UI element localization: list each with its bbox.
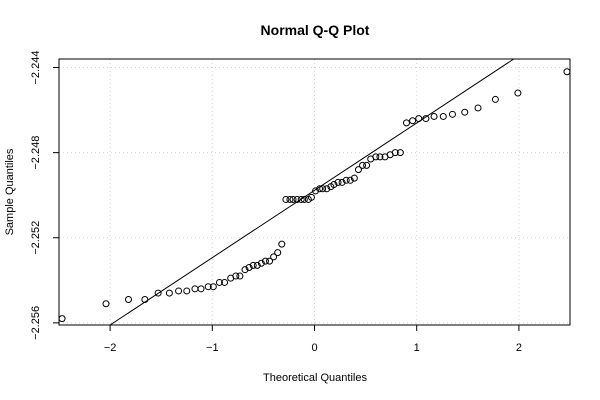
data-point — [124, 295, 132, 303]
data-point — [278, 240, 286, 248]
data-point — [141, 295, 149, 303]
data-point — [197, 285, 205, 293]
data-point — [274, 249, 282, 257]
x-tick-label: 1 — [414, 342, 420, 354]
data-point — [297, 195, 305, 203]
data-point — [241, 266, 249, 274]
data-point — [563, 68, 571, 76]
data-point — [165, 289, 173, 297]
data-point — [289, 195, 297, 203]
data-point — [396, 149, 404, 157]
data-point — [221, 278, 229, 286]
data-point — [261, 257, 269, 265]
grid-lines — [59, 59, 570, 325]
data-point — [286, 195, 294, 203]
chart-title: Normal Q-Q Plot — [261, 22, 370, 38]
data-point — [415, 115, 423, 123]
data-point — [204, 283, 212, 291]
data-point — [249, 261, 257, 269]
data-point — [236, 272, 244, 280]
data-point — [215, 278, 223, 286]
data-point — [461, 108, 469, 116]
data-point — [300, 195, 308, 203]
data-point — [338, 178, 346, 186]
data-point — [293, 195, 301, 203]
data-points — [58, 68, 571, 323]
data-point — [266, 257, 274, 265]
data-point — [257, 259, 265, 267]
x-tick-label: −2 — [104, 342, 117, 354]
data-point — [154, 289, 162, 297]
data-point — [448, 110, 456, 118]
data-point — [350, 174, 358, 182]
data-point — [312, 187, 320, 195]
data-point — [58, 315, 66, 323]
data-point — [282, 195, 290, 203]
data-point — [391, 149, 399, 157]
x-axis-label: Theoretical Quantiles — [263, 372, 367, 384]
reference-line — [109, 58, 515, 326]
data-point — [191, 285, 199, 293]
data-point — [316, 185, 324, 193]
data-point — [307, 193, 315, 201]
data-point — [474, 104, 482, 112]
data-point — [359, 161, 367, 169]
data-point — [245, 264, 253, 272]
x-tick-label: 2 — [516, 342, 522, 354]
data-point — [422, 115, 430, 123]
data-point — [491, 95, 499, 103]
data-point — [253, 261, 261, 269]
y-axis-label: Sample Quantiles — [4, 148, 16, 235]
data-point — [334, 178, 342, 186]
data-point — [363, 161, 371, 169]
y-tick-label: −2.256 — [30, 306, 42, 340]
y-tick-label: −2.248 — [30, 136, 42, 170]
y-axis: −2.256 −2.252 −2.248 −2.244 — [30, 51, 60, 340]
data-point — [354, 166, 362, 174]
data-point — [409, 117, 417, 125]
x-axis: −2 −1 0 1 2 — [104, 324, 522, 354]
data-point — [430, 112, 438, 120]
data-point — [346, 176, 354, 184]
data-point — [102, 300, 110, 308]
data-point — [342, 176, 350, 184]
x-tick-label: −1 — [206, 342, 219, 354]
data-point — [209, 283, 217, 291]
data-point — [372, 153, 380, 161]
data-point — [330, 181, 338, 189]
data-point — [319, 185, 327, 193]
data-point — [270, 253, 278, 261]
y-tick-label: −2.244 — [30, 51, 42, 85]
data-point — [175, 287, 183, 295]
data-point — [232, 272, 240, 280]
y-tick-label: −2.252 — [30, 221, 42, 255]
data-point — [514, 89, 522, 97]
data-point — [402, 119, 410, 127]
x-tick-label: 0 — [311, 342, 317, 354]
data-point — [376, 153, 384, 161]
data-point — [323, 185, 331, 193]
data-point — [439, 112, 447, 120]
data-point — [183, 287, 191, 295]
reference-line-group — [109, 58, 515, 326]
